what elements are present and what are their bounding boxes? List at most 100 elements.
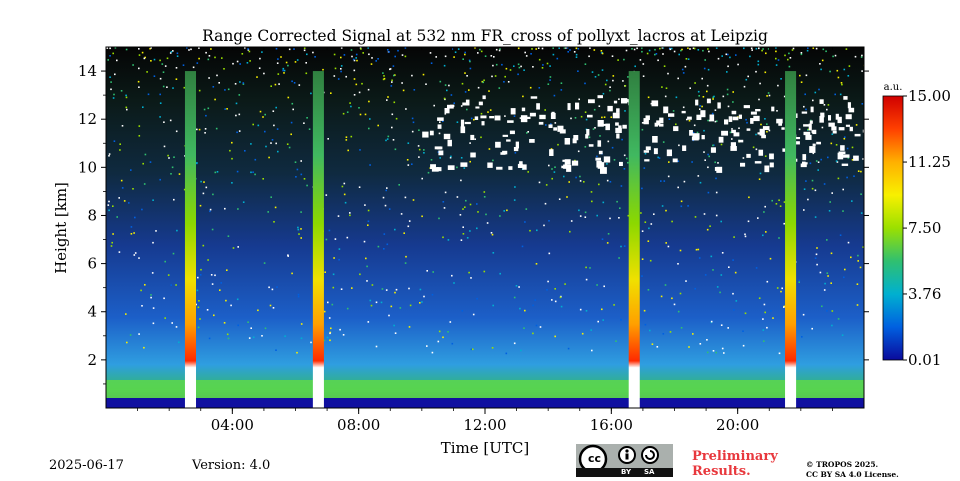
noise-speck	[548, 220, 550, 222]
noise-speck	[342, 334, 345, 336]
noise-speck	[404, 55, 407, 58]
noise-speck	[199, 204, 202, 207]
noise-speck	[464, 51, 466, 54]
noise-speck	[394, 55, 396, 58]
cloud-speck	[837, 152, 844, 160]
noise-speck	[186, 47, 188, 49]
cloud-speck	[596, 160, 602, 168]
noise-speck	[591, 200, 593, 203]
noise-speck	[529, 86, 532, 89]
noise-speck	[390, 305, 393, 308]
noise-speck	[556, 57, 559, 60]
noise-speck	[476, 297, 478, 300]
noise-speck	[792, 47, 795, 50]
noise-speck	[818, 88, 820, 91]
cloud-speck	[862, 129, 864, 133]
cloud-speck	[840, 145, 845, 151]
noise-speck	[554, 300, 557, 303]
noise-speck	[743, 85, 746, 88]
noise-speck	[418, 156, 420, 158]
noise-speck	[803, 105, 805, 108]
noise-speck	[466, 75, 468, 77]
noise-speck	[218, 82, 220, 84]
noise-speck	[532, 66, 534, 68]
noise-speck	[654, 53, 656, 56]
noise-speck	[133, 254, 136, 256]
noise-speck	[144, 284, 146, 286]
noise-speck	[727, 53, 729, 56]
noise-speck	[823, 104, 826, 106]
cloud-speck	[801, 111, 808, 114]
noise-speck	[238, 130, 241, 132]
noise-speck	[340, 68, 342, 70]
cloud-speck	[803, 124, 810, 127]
noise-speck	[692, 333, 694, 335]
noise-speck	[112, 52, 114, 55]
noise-speck	[681, 48, 683, 51]
noise-speck	[823, 289, 826, 291]
noise-speck	[108, 200, 110, 203]
noise-speck	[827, 104, 830, 106]
noise-speck	[521, 245, 524, 248]
noise-speck	[355, 57, 357, 59]
noise-speck	[857, 170, 860, 172]
noise-speck	[488, 90, 490, 92]
noise-speck	[391, 113, 394, 116]
noise-speck	[601, 238, 604, 240]
noise-speck	[192, 66, 195, 69]
noise-speck	[314, 56, 316, 58]
colorbar-tick-label: 7.50	[908, 219, 941, 237]
noise-speck	[210, 274, 213, 276]
noise-speck	[252, 336, 255, 339]
noise-speck	[814, 257, 817, 259]
noise-speck	[584, 63, 587, 65]
noise-speck	[300, 237, 302, 239]
cloud-speck	[758, 149, 764, 156]
noise-speck	[340, 288, 343, 290]
cc-strip	[576, 468, 673, 477]
noise-speck	[310, 92, 312, 95]
noise-speck	[252, 123, 254, 126]
noise-speck	[626, 157, 628, 160]
noise-speck	[677, 77, 679, 80]
noise-speck	[530, 53, 532, 55]
noise-speck	[175, 67, 178, 69]
noise-speck	[575, 47, 578, 50]
noise-speck	[395, 117, 398, 120]
cloud-speck	[443, 133, 451, 140]
noise-speck	[129, 334, 132, 336]
noise-speck	[742, 330, 744, 332]
noise-speck	[684, 65, 687, 68]
noise-speck	[342, 112, 345, 115]
noise-speck	[715, 191, 718, 194]
noise-speck	[170, 284, 172, 286]
noise-speck	[697, 49, 700, 51]
noise-speck	[579, 308, 582, 311]
noise-speck	[658, 157, 661, 159]
noise-speck	[200, 180, 202, 183]
noise-speck	[269, 304, 272, 307]
cloud-speck	[588, 99, 595, 104]
noise-speck	[830, 282, 832, 284]
noise-speck	[623, 58, 625, 61]
noise-speck	[300, 323, 303, 325]
noise-speck	[431, 293, 434, 296]
noise-speck	[609, 217, 611, 220]
noise-speck	[209, 210, 211, 213]
noise-speck	[664, 95, 667, 98]
noise-speck	[408, 220, 411, 222]
noise-speck	[755, 47, 758, 50]
noise-speck	[564, 283, 566, 285]
noise-speck	[710, 321, 713, 324]
noise-speck	[791, 49, 794, 51]
noise-speck	[805, 74, 808, 77]
noise-speck	[130, 226, 133, 228]
noise-speck	[548, 164, 550, 167]
noise-speck	[735, 300, 738, 302]
noise-speck	[501, 63, 503, 66]
noise-speck	[433, 104, 435, 107]
noise-speck	[677, 263, 679, 265]
noise-speck	[214, 56, 216, 59]
noise-speck	[633, 48, 636, 51]
cloud-speck	[430, 164, 436, 170]
